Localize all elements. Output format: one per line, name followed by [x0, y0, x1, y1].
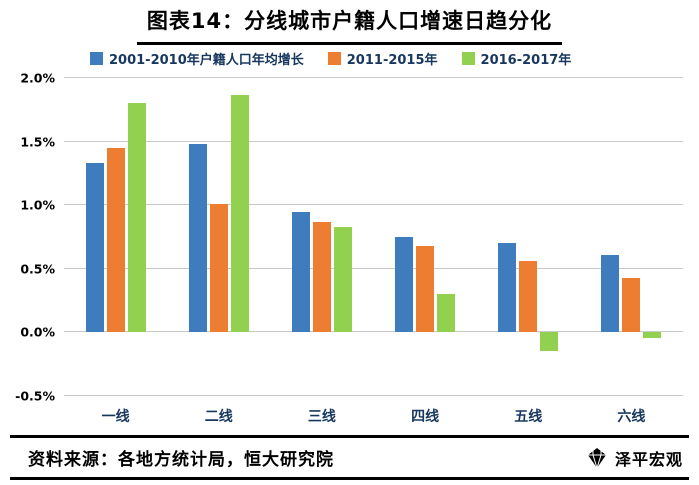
legend-swatch	[327, 52, 341, 65]
legend-item: 2001-2010年户籍人口年均增长	[90, 49, 304, 68]
bar	[106, 147, 125, 333]
logo-text: 泽平宏观	[614, 449, 683, 469]
legend-swatch	[90, 52, 103, 65]
y-tick-label: 1.0%	[20, 197, 55, 213]
x-category-label: 六线	[617, 409, 646, 425]
bar	[395, 237, 414, 333]
bar	[230, 94, 249, 333]
gridline	[64, 204, 683, 206]
bar	[312, 221, 331, 333]
legend-item: 2016-2017年	[461, 49, 572, 68]
bar	[416, 245, 435, 333]
x-category-label: 五线	[514, 409, 543, 425]
y-tick-label: 2.0%	[20, 70, 55, 86]
x-category-label: 四线	[411, 409, 440, 425]
gridline	[64, 77, 683, 78]
plot-area: 2.0% 1.5% 1.0% 0.5% 0.0% -0.5% 一线 二线 三线 四线 五线 六线	[15, 71, 683, 425]
legend: 2001-2010年户籍人口年均增长 2011-2015年 2016-2017年	[90, 49, 683, 68]
bar	[540, 332, 559, 352]
bar	[333, 226, 352, 333]
source-text: 资料来源：各地方统计局，恒大研究院	[28, 450, 334, 470]
footer: 资料来源：各地方统计局，恒大研究院 泽平宏观	[10, 435, 689, 480]
gridline	[64, 331, 683, 333]
x-category-label: 三线	[307, 409, 336, 425]
gridline	[64, 140, 683, 142]
gridline	[64, 395, 683, 396]
bar	[85, 163, 104, 333]
legend-swatch	[461, 52, 475, 65]
legend-label: 2001-2010年户籍人口年均增长	[109, 53, 304, 68]
bar	[498, 243, 517, 333]
legend-label: 2016-2017年	[480, 53, 572, 68]
bar	[127, 103, 146, 333]
bar	[643, 332, 662, 338]
gridline	[64, 267, 683, 269]
legend-label: 2011-2015年	[346, 53, 438, 68]
bar	[601, 254, 620, 333]
title-wrap: 图表14：分线城市户籍人口增速日趋分化	[0, 0, 699, 45]
chart-container: 2001-2010年户籍人口年均增长 2011-2015年 2016-2017年 2…	[15, 49, 683, 425]
legend-item: 2011-2015年	[327, 49, 438, 68]
y-tick-label: -0.5%	[15, 388, 55, 404]
bar	[519, 261, 538, 333]
diamond-icon	[585, 446, 609, 470]
bar	[291, 211, 310, 333]
bar	[209, 203, 228, 333]
y-tick-label: 0.0%	[20, 324, 55, 340]
bar	[622, 277, 641, 333]
x-category-label: 一线	[101, 409, 130, 425]
bar	[437, 294, 456, 333]
x-category-label: 二线	[204, 409, 233, 425]
y-tick-label: 0.5%	[20, 261, 55, 277]
bar	[188, 144, 207, 333]
logo: 泽平宏观	[585, 446, 683, 470]
chart-title: 图表14：分线城市户籍人口增速日趋分化	[136, 5, 563, 45]
y-tick-label: 1.5%	[20, 134, 55, 150]
